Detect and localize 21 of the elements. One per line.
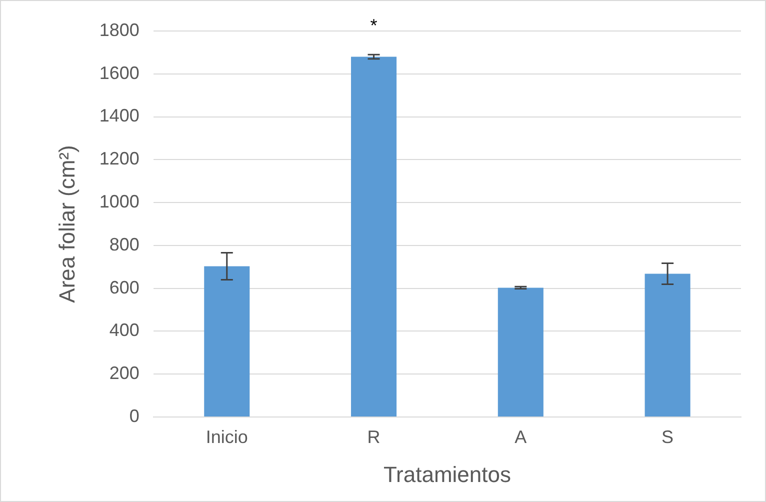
- y-tick-label: 1800: [99, 20, 140, 40]
- y-tick-label: 800: [109, 234, 140, 254]
- x-tick-label: R: [367, 426, 380, 447]
- bar: [204, 266, 250, 416]
- y-tick-label: 600: [109, 277, 140, 298]
- y-tick-label: 1200: [99, 148, 140, 169]
- x-tick-label: S: [662, 426, 674, 447]
- bar: [644, 274, 690, 416]
- x-axis-title: Tratamientos: [383, 462, 512, 487]
- y-axis-title: Area foliar (cm²): [54, 145, 80, 303]
- y-tick-label: 200: [109, 363, 140, 384]
- bar: [351, 56, 397, 416]
- x-tick-label: Inicio: [206, 426, 248, 447]
- y-tick-label: 1600: [99, 62, 140, 83]
- bar: [498, 288, 544, 416]
- y-tick-label: 1000: [99, 192, 140, 212]
- x-tick-label: A: [514, 426, 527, 447]
- y-tick-label: 1400: [99, 106, 140, 126]
- annotation: *: [370, 16, 378, 36]
- y-tick-label: 400: [109, 320, 140, 340]
- y-tick-label: 0: [129, 406, 140, 426]
